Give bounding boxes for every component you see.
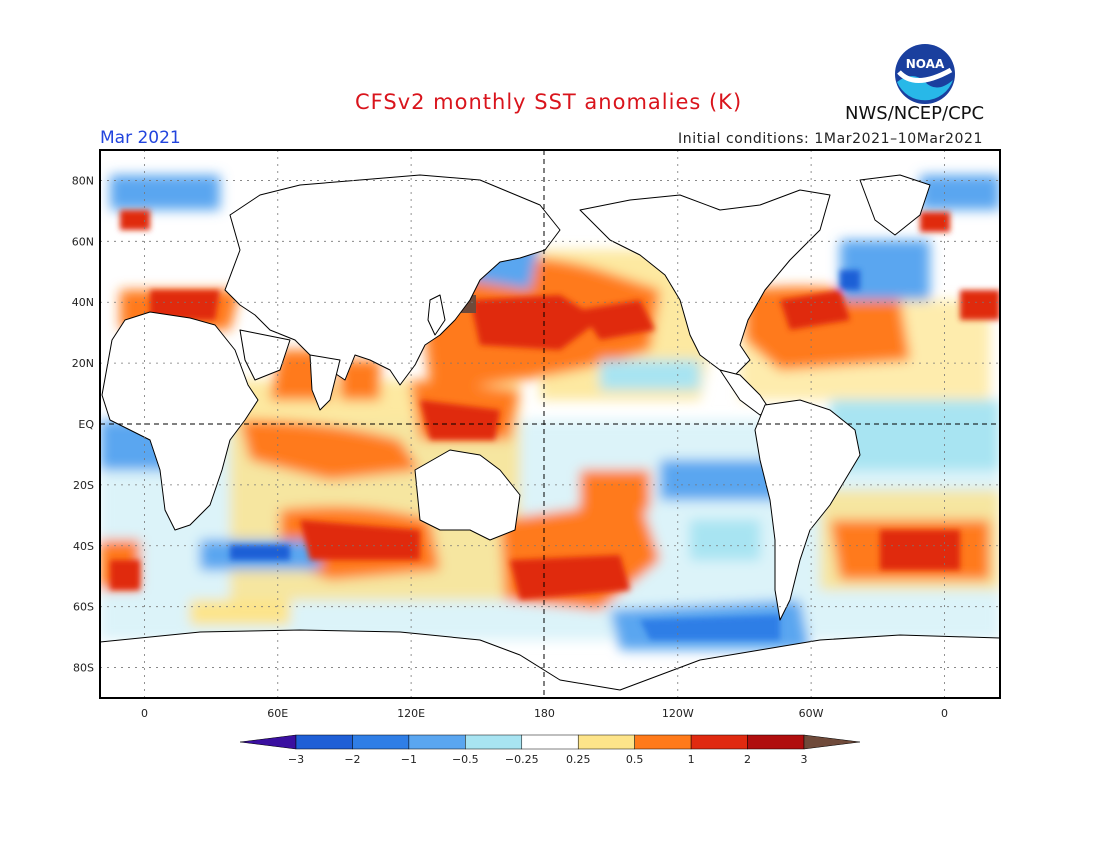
colorbar-tick-label: 0.5 bbox=[626, 753, 644, 766]
colorbar: −3 −2 −1 −0.5 −0.25 0.25 0.5 1 2 3 bbox=[239, 734, 861, 766]
lat-tick-label: 20N bbox=[72, 357, 94, 370]
lat-tick-label: 60N bbox=[72, 235, 94, 248]
colorbar-segment bbox=[408, 734, 466, 750]
colorbar-tick-label: 2 bbox=[744, 753, 751, 766]
greenland-outline bbox=[859, 174, 931, 236]
grid-lines bbox=[100, 150, 1000, 698]
colorbar-tick-label: −3 bbox=[288, 753, 304, 766]
lon-tick-label: 120E bbox=[397, 707, 425, 720]
forecast-period: Mar 2021 bbox=[100, 128, 181, 148]
colorbar-segment bbox=[747, 734, 805, 750]
india-outline bbox=[309, 354, 341, 411]
lat-tick-label: 80S bbox=[73, 662, 94, 675]
colorbar-segment bbox=[352, 734, 410, 750]
noaa-logo: NOAA bbox=[895, 44, 955, 104]
africa-outline bbox=[101, 311, 259, 531]
colorbar-segment bbox=[465, 734, 523, 750]
colorbar-tick-label: 1 bbox=[688, 753, 695, 766]
noaa-logo-text: NOAA bbox=[906, 57, 945, 71]
lon-tick-label: 0 bbox=[941, 707, 948, 720]
colorbar-high-extension bbox=[803, 734, 861, 750]
colorbar-tick-label: 0.25 bbox=[566, 753, 591, 766]
colorbar-segment bbox=[577, 734, 635, 750]
colorbar-segment bbox=[295, 734, 353, 750]
map-frame bbox=[99, 149, 1001, 699]
lat-tick-label: 40S bbox=[73, 540, 94, 553]
lat-tick-label: 80N bbox=[72, 174, 94, 187]
agency-label: NWS/NCEP/CPC bbox=[845, 103, 985, 124]
lon-tick-label: 0 bbox=[141, 707, 148, 720]
lat-tick-label: EQ bbox=[78, 418, 94, 431]
colorbar-segment bbox=[634, 734, 692, 750]
colorbar-tick-label: −1 bbox=[401, 753, 417, 766]
continents bbox=[100, 174, 1000, 698]
colorbar-tick-label: 3 bbox=[801, 753, 808, 766]
longitude-labels: 0 60E 120E 180 120W 60W 0 bbox=[141, 707, 948, 720]
colorbar-tick-label: −2 bbox=[344, 753, 360, 766]
colorbar-tick-label: −0.5 bbox=[452, 753, 479, 766]
colorbar-tick-label: −0.25 bbox=[505, 753, 539, 766]
lon-tick-label: 60W bbox=[799, 707, 824, 720]
lon-tick-label: 60E bbox=[267, 707, 288, 720]
north-america-outline bbox=[579, 189, 831, 376]
latitude-labels: 80N 60N 40N 20N EQ 20S 40S 60S 80S bbox=[72, 174, 95, 674]
map-title: CFSv2 monthly SST anomalies (K) bbox=[355, 90, 743, 114]
lat-tick-label: 40N bbox=[72, 296, 94, 309]
colorbar-segment bbox=[521, 734, 579, 750]
initial-conditions: Initial conditions: 1Mar2021–10Mar2021 bbox=[678, 131, 983, 147]
south-america-outline bbox=[754, 399, 861, 621]
lat-tick-label: 20S bbox=[73, 479, 94, 492]
lat-tick-label: 60S bbox=[73, 601, 94, 614]
colorbar-low-extension bbox=[239, 734, 297, 750]
lon-tick-label: 120W bbox=[662, 707, 694, 720]
australia-outline bbox=[414, 449, 521, 541]
antarctica-outline bbox=[100, 629, 1000, 698]
colorbar-segment bbox=[690, 734, 748, 750]
japan-outline bbox=[427, 294, 446, 336]
lon-tick-label: 180 bbox=[534, 707, 555, 720]
